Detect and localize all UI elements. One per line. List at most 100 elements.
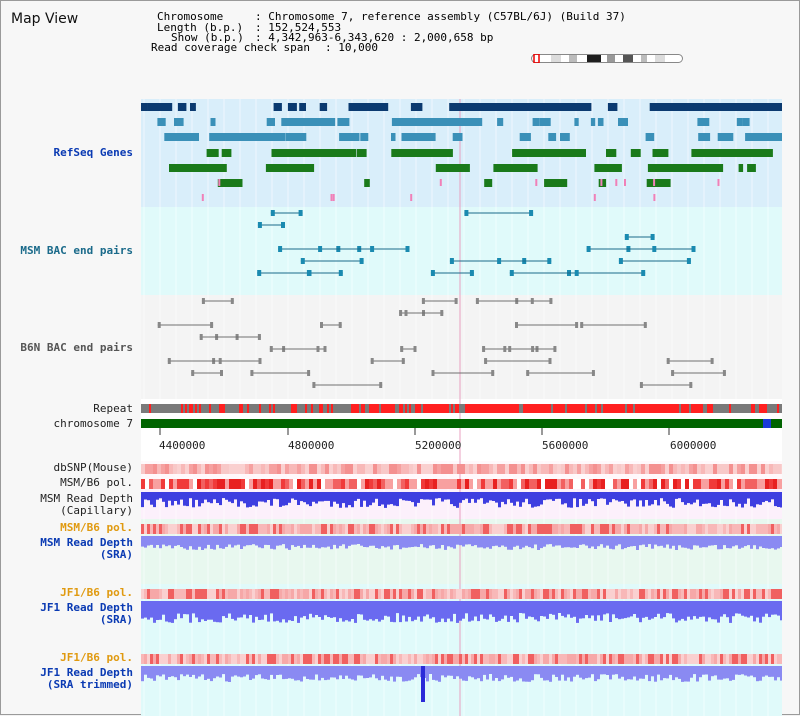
depth-bar xyxy=(528,601,531,617)
heat-cell xyxy=(313,464,317,474)
repeat-bar xyxy=(243,404,245,413)
heat-cell xyxy=(495,589,498,599)
depth-bar xyxy=(744,492,747,504)
heat-cell xyxy=(545,479,549,489)
bac-end xyxy=(318,246,323,252)
heat-cell xyxy=(591,524,594,534)
depth-bar xyxy=(219,536,222,549)
genome-tracks[interactable] xyxy=(141,99,782,716)
depth-bar xyxy=(765,666,768,676)
depth-bar xyxy=(330,536,333,550)
bac-end xyxy=(270,210,275,216)
repeat-bar xyxy=(345,404,347,413)
depth-bar xyxy=(720,492,723,500)
heat-cell xyxy=(336,589,339,599)
track-area[interactable] xyxy=(141,99,782,716)
heat-cell xyxy=(473,464,477,474)
heat-cell xyxy=(351,654,354,664)
repeat-bar xyxy=(395,404,397,413)
repeat-bar xyxy=(685,404,687,413)
heat-cell xyxy=(648,589,651,599)
repeat-bar xyxy=(605,404,607,413)
heat-cell xyxy=(162,524,165,534)
depth-bar xyxy=(675,601,678,623)
heat-cell xyxy=(777,589,780,599)
heat-cell xyxy=(497,464,501,474)
depth-bar xyxy=(453,492,456,507)
depth-bar xyxy=(414,492,417,507)
heat-cell xyxy=(593,479,597,489)
gene-model xyxy=(142,103,148,111)
heat-cell xyxy=(309,479,313,489)
depth-bar xyxy=(765,492,768,501)
depth-bar xyxy=(501,492,504,502)
chromosome-ideogram[interactable] xyxy=(531,54,683,63)
depth-bar xyxy=(390,601,393,622)
heat-cell xyxy=(699,654,702,664)
depth-bar xyxy=(201,601,204,620)
heat-cell xyxy=(606,654,609,664)
heat-cell xyxy=(229,464,233,474)
heat-cell xyxy=(457,479,461,489)
heat-cell xyxy=(402,654,405,664)
heat-cell xyxy=(349,479,353,489)
repeat-bar xyxy=(769,404,771,413)
heat-cell xyxy=(735,524,738,534)
variant-marker xyxy=(717,179,720,186)
heat-cell xyxy=(651,654,654,664)
depth-bar xyxy=(486,536,489,548)
repeat-bar xyxy=(465,404,467,413)
repeat-bar xyxy=(455,404,457,413)
heat-cell xyxy=(209,479,213,489)
depth-bar xyxy=(597,666,600,680)
heat-cell xyxy=(741,524,744,534)
heat-cell xyxy=(780,654,782,664)
gene-model xyxy=(206,149,217,157)
repeat-bar xyxy=(363,404,365,413)
depth-bar xyxy=(450,492,453,505)
repeat-bar xyxy=(725,404,727,413)
heat-cell xyxy=(409,479,413,489)
depth-bar xyxy=(273,601,276,622)
depth-bar xyxy=(771,601,774,615)
repeat-bar xyxy=(231,404,233,413)
heat-cell xyxy=(333,524,336,534)
depth-bar xyxy=(162,536,165,545)
depth-bar xyxy=(540,601,543,616)
repeat-bar xyxy=(723,404,725,413)
heat-cell xyxy=(144,654,147,664)
depth-bar xyxy=(237,666,240,677)
heat-cell xyxy=(661,464,665,474)
heat-cell xyxy=(169,464,173,474)
bac-end xyxy=(199,334,203,340)
repeat-bar xyxy=(449,404,451,413)
depth-bar xyxy=(651,492,654,505)
heat-cell xyxy=(153,589,156,599)
heat-cell xyxy=(600,654,603,664)
depth-bar xyxy=(618,536,621,545)
depth-bar xyxy=(165,601,168,622)
bac-end xyxy=(553,346,557,352)
depth-bar xyxy=(225,601,228,618)
heat-cell xyxy=(336,524,339,534)
heat-cell xyxy=(573,654,576,664)
heat-cell xyxy=(405,479,409,489)
depth-bar xyxy=(150,536,153,545)
depth-bar xyxy=(606,492,609,505)
heat-cell xyxy=(529,479,533,489)
depth-bar xyxy=(513,536,516,547)
depth-bar xyxy=(204,536,207,549)
depth-bar xyxy=(333,492,336,502)
heat-cell xyxy=(157,464,161,474)
depth-bar xyxy=(366,536,369,548)
heat-cell xyxy=(305,464,309,474)
depth-bar xyxy=(540,492,543,505)
heat-cell xyxy=(357,524,360,534)
repeat-bar xyxy=(521,404,523,413)
heat-cell xyxy=(246,589,249,599)
heat-cell xyxy=(444,654,447,664)
depth-bar xyxy=(486,666,489,680)
depth-bar xyxy=(363,536,366,547)
gene-model xyxy=(560,133,570,141)
